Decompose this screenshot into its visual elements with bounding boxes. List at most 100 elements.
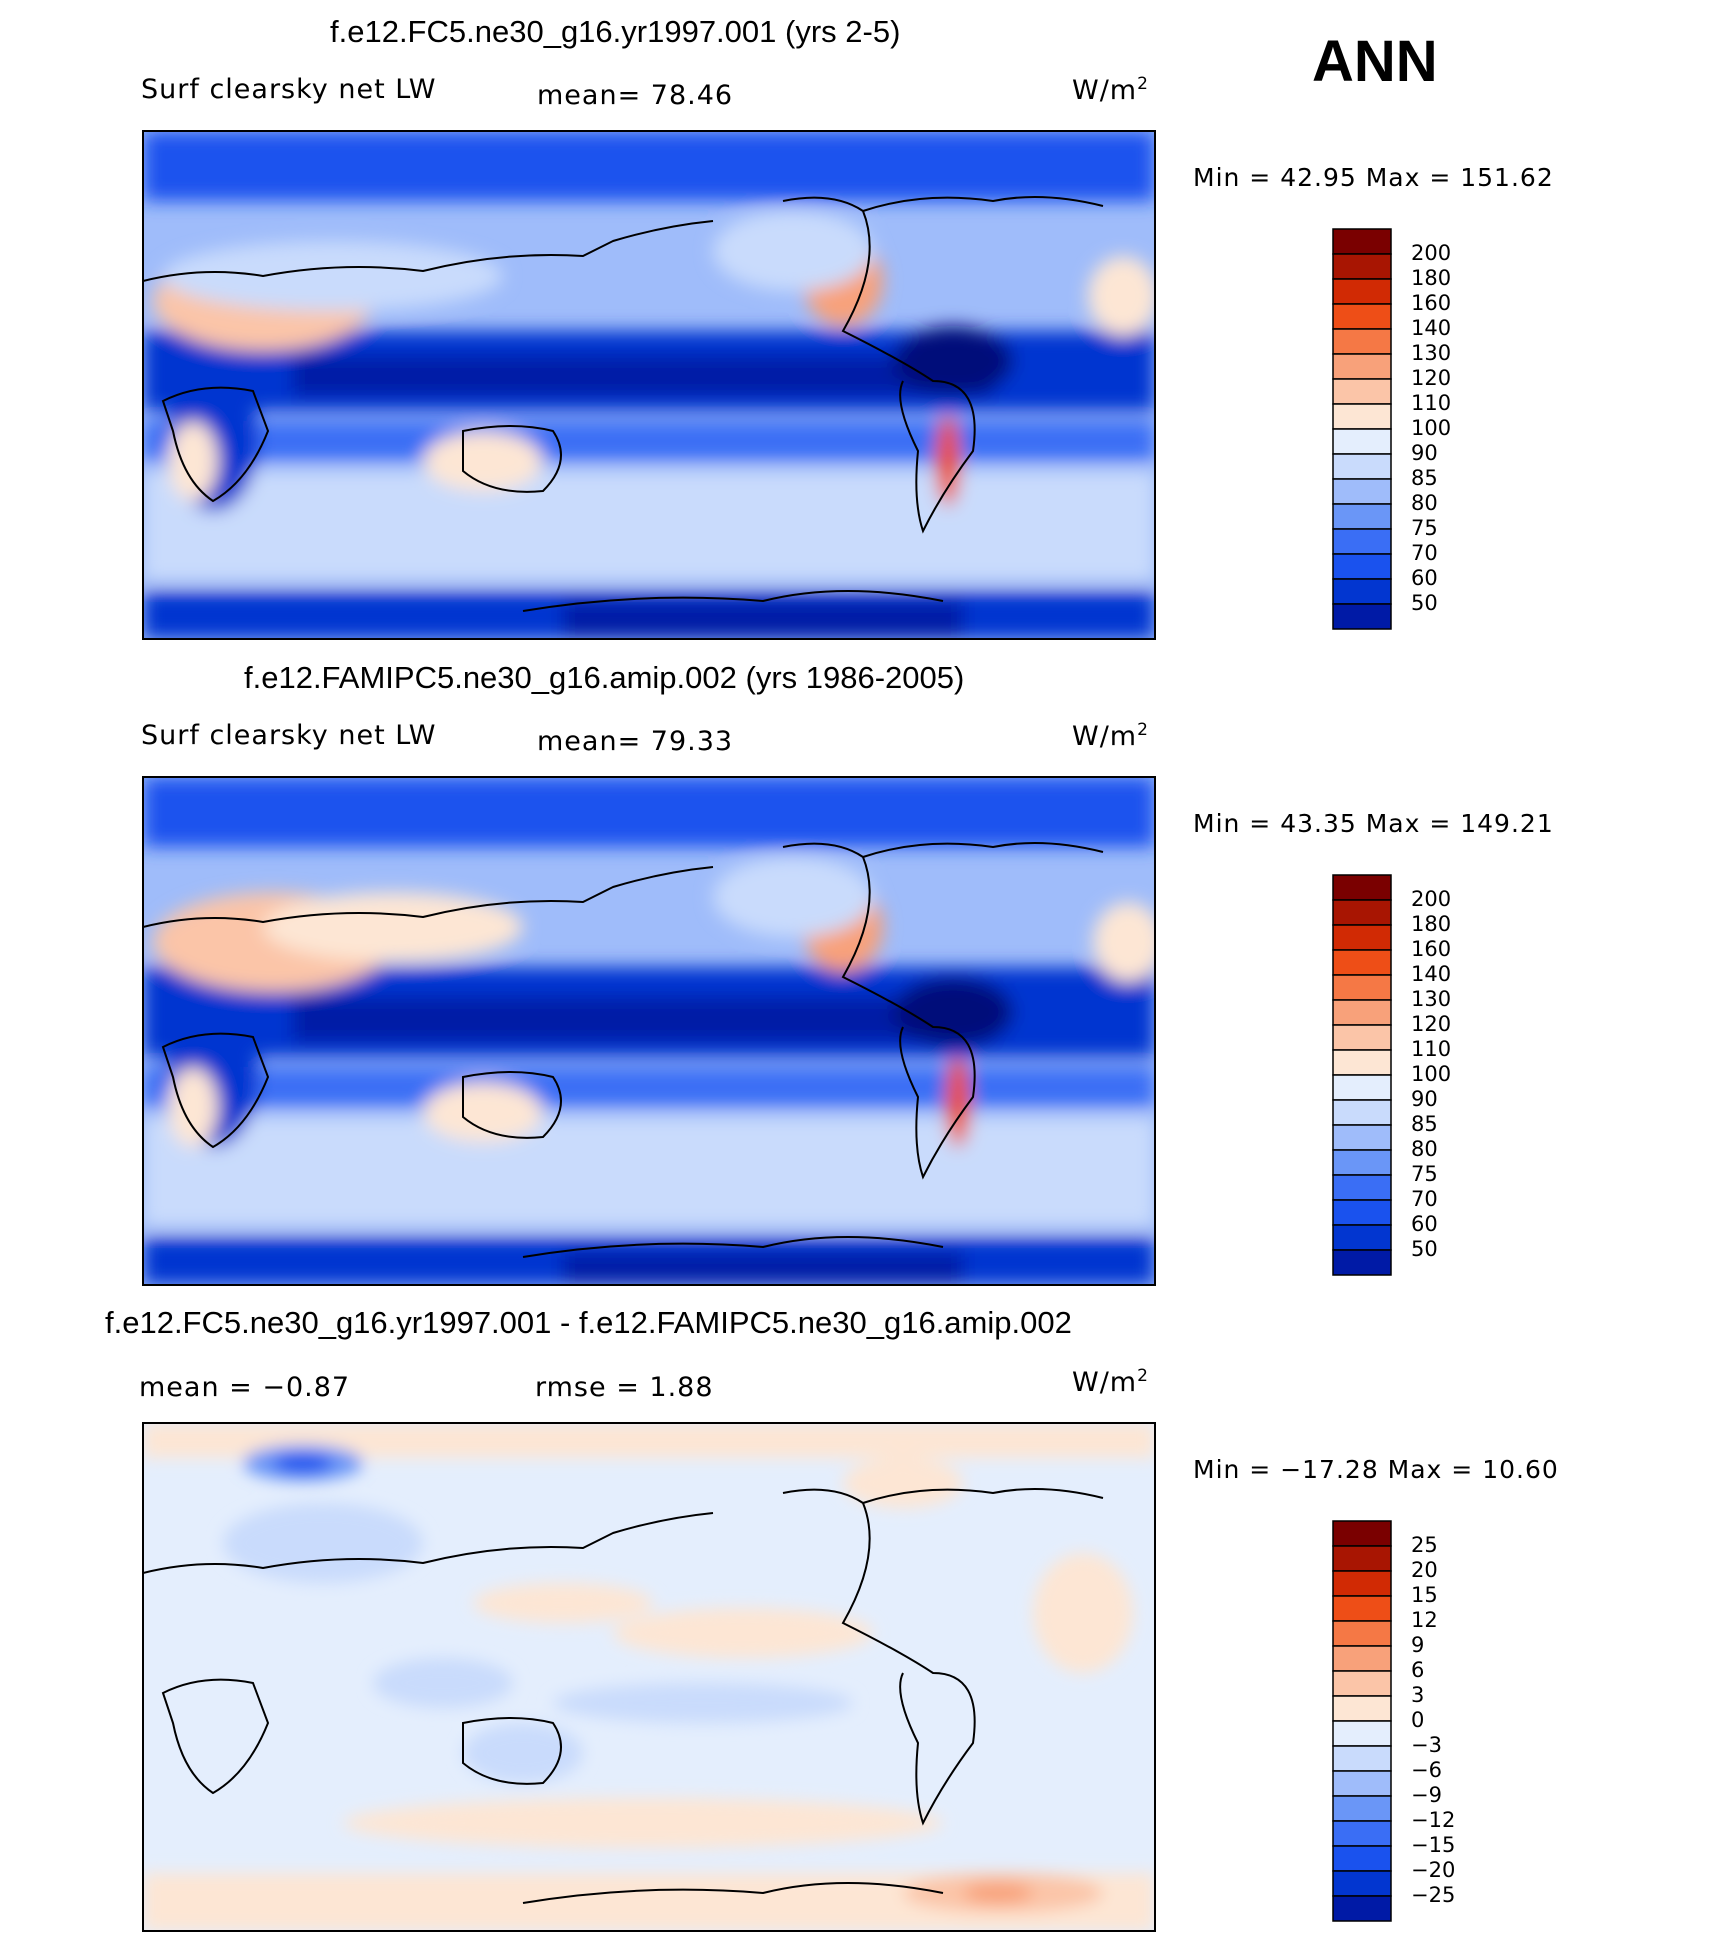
colorbar-2-box	[1332, 1049, 1392, 1076]
colorbar-3-tick-label: 20	[1411, 1558, 1438, 1582]
colorbar-3-box	[1332, 1620, 1392, 1647]
panel-2-min-max: Min = 43.35 Max = 149.21	[1193, 809, 1554, 838]
colorbar-1-box	[1332, 528, 1392, 555]
colorbar-3-box	[1332, 1870, 1392, 1897]
panel-3-title: f.e12.FC5.ne30_g16.yr1997.001 - f.e12.FA…	[105, 1305, 1072, 1340]
colorbar-3-box	[1332, 1770, 1392, 1797]
colorbar-2-box	[1332, 1074, 1392, 1101]
panel-1-frame	[142, 130, 1156, 640]
colorbar-1-box	[1332, 553, 1392, 580]
panel-1-units: W/m2	[1072, 74, 1149, 106]
colorbar-2-tick-label: 120	[1411, 1012, 1452, 1036]
colorbar-1-tick-label: 90	[1411, 441, 1438, 465]
colorbar-3-tick-label: 6	[1411, 1658, 1425, 1682]
colorbar-1-box	[1332, 578, 1392, 605]
colorbar-2-tick-label: 140	[1411, 962, 1452, 986]
colorbar-2-tick-label: 180	[1411, 912, 1452, 936]
colorbar-1-tick-label: 80	[1411, 491, 1438, 515]
colorbar-1-tick-label: 75	[1411, 516, 1438, 540]
colorbar-2-tick-label: 160	[1411, 937, 1452, 961]
colorbar-2-box	[1332, 974, 1392, 1001]
colorbar-3-box	[1332, 1895, 1392, 1922]
colorbar-2-tick-label: 75	[1411, 1162, 1438, 1186]
colorbar-1-tick-label: 180	[1411, 266, 1452, 290]
colorbar-1-tick-label: 160	[1411, 291, 1452, 315]
colorbar-3-box	[1332, 1670, 1392, 1697]
colorbar-1-box	[1332, 403, 1392, 430]
colorbar-1-box	[1332, 378, 1392, 405]
colorbar-2-tick-label: 60	[1411, 1212, 1438, 1236]
colorbar-2-tick-label: 100	[1411, 1062, 1452, 1086]
colorbar-1-box	[1332, 228, 1392, 255]
colorbar-3-box	[1332, 1745, 1392, 1772]
colorbar-2-box	[1332, 1149, 1392, 1176]
colorbar-3-box	[1332, 1595, 1392, 1622]
colorbar-3-box	[1332, 1845, 1392, 1872]
colorbar-3-tick-label: 3	[1411, 1683, 1425, 1707]
colorbar-3-box	[1332, 1820, 1392, 1847]
colorbar-3-tick-label: −12	[1411, 1808, 1456, 1832]
panel-2-frame	[142, 776, 1156, 1286]
colorbar-1-box	[1332, 478, 1392, 505]
colorbar-2-box	[1332, 1124, 1392, 1151]
panel-2-map	[142, 776, 1156, 1286]
panel-3-mean: mean = −0.87	[139, 1372, 351, 1403]
colorbar-2-tick-label: 85	[1411, 1112, 1438, 1136]
colorbar-2-tick-label: 50	[1411, 1237, 1438, 1261]
colorbar-2-box	[1332, 1024, 1392, 1051]
colorbar-3-tick-label: −15	[1411, 1833, 1456, 1857]
colorbar-2-box	[1332, 1249, 1392, 1276]
colorbar-2-box	[1332, 1174, 1392, 1201]
panel-2-units: W/m2	[1072, 720, 1149, 752]
colorbar-1-box	[1332, 503, 1392, 530]
colorbar-3-box	[1332, 1720, 1392, 1747]
colorbar-2-tick-label: 80	[1411, 1137, 1438, 1161]
colorbar-1-box	[1332, 278, 1392, 305]
colorbar-3-tick-label: 25	[1411, 1533, 1438, 1557]
panel-2-coastlines	[143, 842, 1104, 1258]
panel-3-colorbar	[1332, 1520, 1392, 1922]
season-label: ANN	[1312, 29, 1438, 94]
colorbar-3-box	[1332, 1795, 1392, 1822]
panel-2-mean: mean= 79.33	[537, 726, 734, 757]
colorbar-3-tick-label: 12	[1411, 1608, 1438, 1632]
colorbar-1-tick-label: 70	[1411, 541, 1438, 565]
colorbar-2-box	[1332, 924, 1392, 951]
panel-1-variable: Surf clearsky net LW	[141, 74, 437, 105]
panel-3-rmse: rmse = 1.88	[535, 1372, 714, 1403]
panel-2-colorbar	[1332, 874, 1392, 1276]
colorbar-3-tick-label: −9	[1411, 1783, 1442, 1807]
panel-1-mean: mean= 78.46	[537, 80, 734, 111]
panel-2-variable: Surf clearsky net LW	[141, 720, 437, 751]
panel-3-min-max: Min = −17.28 Max = 10.60	[1193, 1455, 1559, 1484]
panel-1-coastlines	[143, 196, 1104, 612]
colorbar-3-tick-label: 15	[1411, 1583, 1438, 1607]
colorbar-1-tick-label: 50	[1411, 591, 1438, 615]
colorbar-2-box	[1332, 1199, 1392, 1226]
colorbar-1-tick-label: 110	[1411, 391, 1452, 415]
colorbar-3-tick-label: −6	[1411, 1758, 1442, 1782]
colorbar-1-tick-label: 100	[1411, 416, 1452, 440]
colorbar-3-tick-label: −3	[1411, 1733, 1442, 1757]
panel-3-coastlines	[143, 1488, 1104, 1904]
colorbar-3-tick-label: −25	[1411, 1883, 1456, 1907]
colorbar-1-box	[1332, 428, 1392, 455]
colorbar-1-box	[1332, 353, 1392, 380]
colorbar-2-box	[1332, 1224, 1392, 1251]
colorbar-2-tick-label: 70	[1411, 1187, 1438, 1211]
colorbar-2-tick-label: 90	[1411, 1087, 1438, 1111]
colorbar-2-box	[1332, 1099, 1392, 1126]
colorbar-2-tick-label: 110	[1411, 1037, 1452, 1061]
colorbar-1-tick-label: 200	[1411, 241, 1452, 265]
colorbar-3-tick-label: 0	[1411, 1708, 1425, 1732]
colorbar-1-box	[1332, 253, 1392, 280]
colorbar-1-tick-label: 60	[1411, 566, 1438, 590]
colorbar-1-box	[1332, 603, 1392, 630]
colorbar-3-box	[1332, 1645, 1392, 1672]
colorbar-3-box	[1332, 1545, 1392, 1572]
colorbar-1-tick-label: 130	[1411, 341, 1452, 365]
colorbar-1-tick-label: 140	[1411, 316, 1452, 340]
colorbar-3-box	[1332, 1520, 1392, 1547]
panel-3-units: W/m2	[1072, 1366, 1149, 1398]
colorbar-2-box	[1332, 899, 1392, 926]
